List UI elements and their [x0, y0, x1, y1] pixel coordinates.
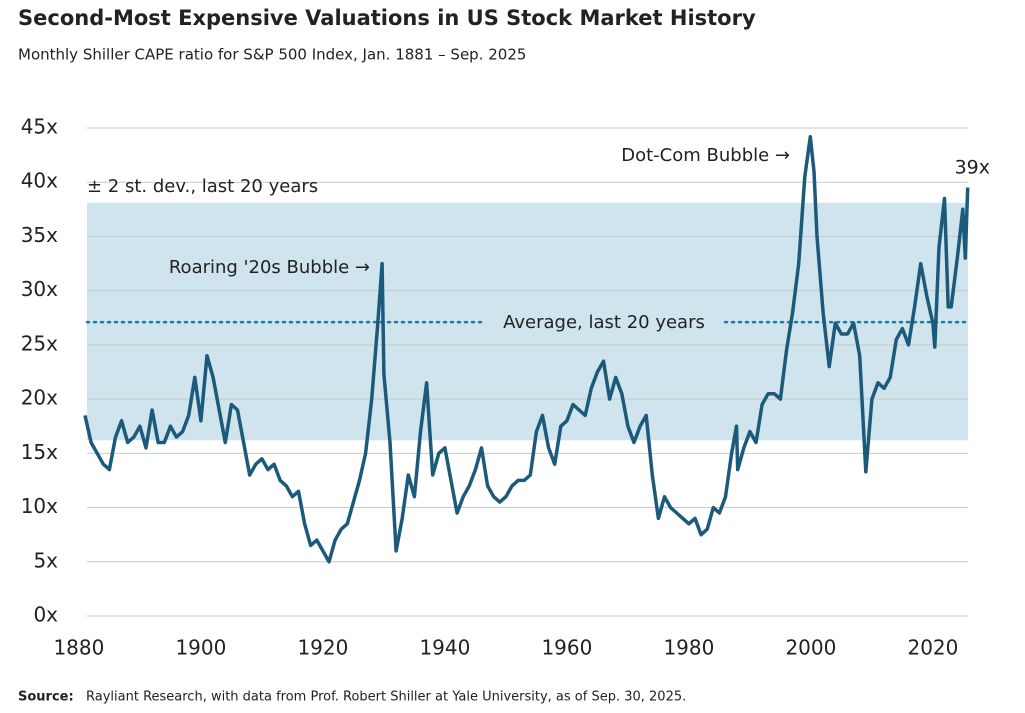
- y-tick-label: 25x: [21, 331, 58, 355]
- y-tick-label: 35x: [21, 223, 58, 247]
- x-tick-label: 1980: [663, 636, 714, 660]
- y-tick-label: 30x: [21, 277, 58, 301]
- y-tick-label: 45x: [21, 115, 58, 139]
- x-tick-label: 1940: [419, 636, 470, 660]
- x-tick-label: 1960: [541, 636, 592, 660]
- x-tick-label: 1900: [175, 636, 226, 660]
- chart-title: Second-Most Expensive Valuations in US S…: [18, 6, 756, 30]
- y-tick-label: 15x: [21, 440, 58, 464]
- x-tick-label: 1920: [297, 636, 348, 660]
- annotation: Roaring '20s Bubble →: [169, 257, 370, 278]
- source: Rayliant Research, with data from Prof. …: [86, 690, 686, 705]
- x-tick-label: 2020: [907, 636, 958, 660]
- y-tick-label: 0x: [33, 603, 58, 627]
- source-label: Source:: [18, 690, 74, 705]
- y-tick-label: 5x: [33, 548, 58, 572]
- average-label: Average, last 20 years: [503, 312, 705, 333]
- y-tick-label: 20x: [21, 386, 58, 410]
- annotation: 39x: [955, 157, 990, 179]
- cape-line: [83, 134, 970, 564]
- y-tick-label: 40x: [21, 169, 58, 193]
- y-tick-label: 10x: [21, 494, 58, 518]
- band-label: ± 2 st. dev., last 20 years: [87, 176, 318, 197]
- x-tick-label: 2000: [785, 636, 836, 660]
- chart-subtitle: Monthly Shiller CAPE ratio for S&P 500 I…: [18, 46, 526, 64]
- x-tick-label: 1880: [53, 636, 104, 660]
- annotation: Dot-Com Bubble →: [621, 145, 790, 166]
